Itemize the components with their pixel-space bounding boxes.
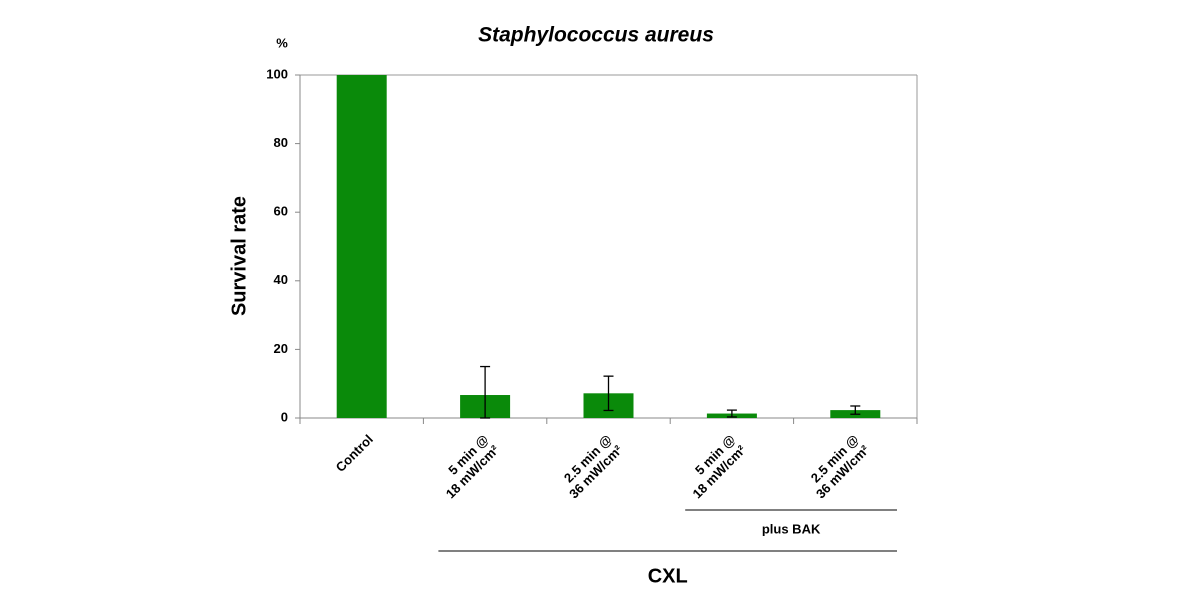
y-tick-label: 40	[274, 272, 288, 287]
y-tick-label: 100	[266, 66, 288, 81]
x-tick-label: 2.5 min @36 mW/cm²	[803, 431, 873, 501]
group-label: CXL	[648, 565, 688, 587]
x-tick-label: 5 min @18 mW/cm²	[433, 431, 503, 501]
y-tick-label: 60	[274, 204, 288, 219]
x-tick-label: 5 min @18 mW/cm²	[679, 431, 749, 501]
error-bar	[726, 409, 737, 418]
chart-title: Staphylococcus aureus	[478, 24, 714, 47]
error-bar	[603, 375, 614, 412]
y-tick-label: 0	[281, 409, 288, 424]
y-unit: %	[276, 35, 288, 50]
error-bar	[480, 365, 491, 419]
x-tick-label: Control	[333, 432, 376, 475]
y-tick-label: 20	[274, 341, 288, 356]
error-bar	[850, 405, 861, 415]
bar	[336, 75, 387, 418]
group-label: plus BAK	[762, 521, 821, 536]
x-tick-label-line: Control	[333, 432, 376, 475]
y-tick-label: 80	[274, 135, 288, 150]
y-axis-label: Survival rate	[228, 196, 250, 316]
x-tick-label: 2.5 min @36 mW/cm²	[556, 431, 626, 501]
